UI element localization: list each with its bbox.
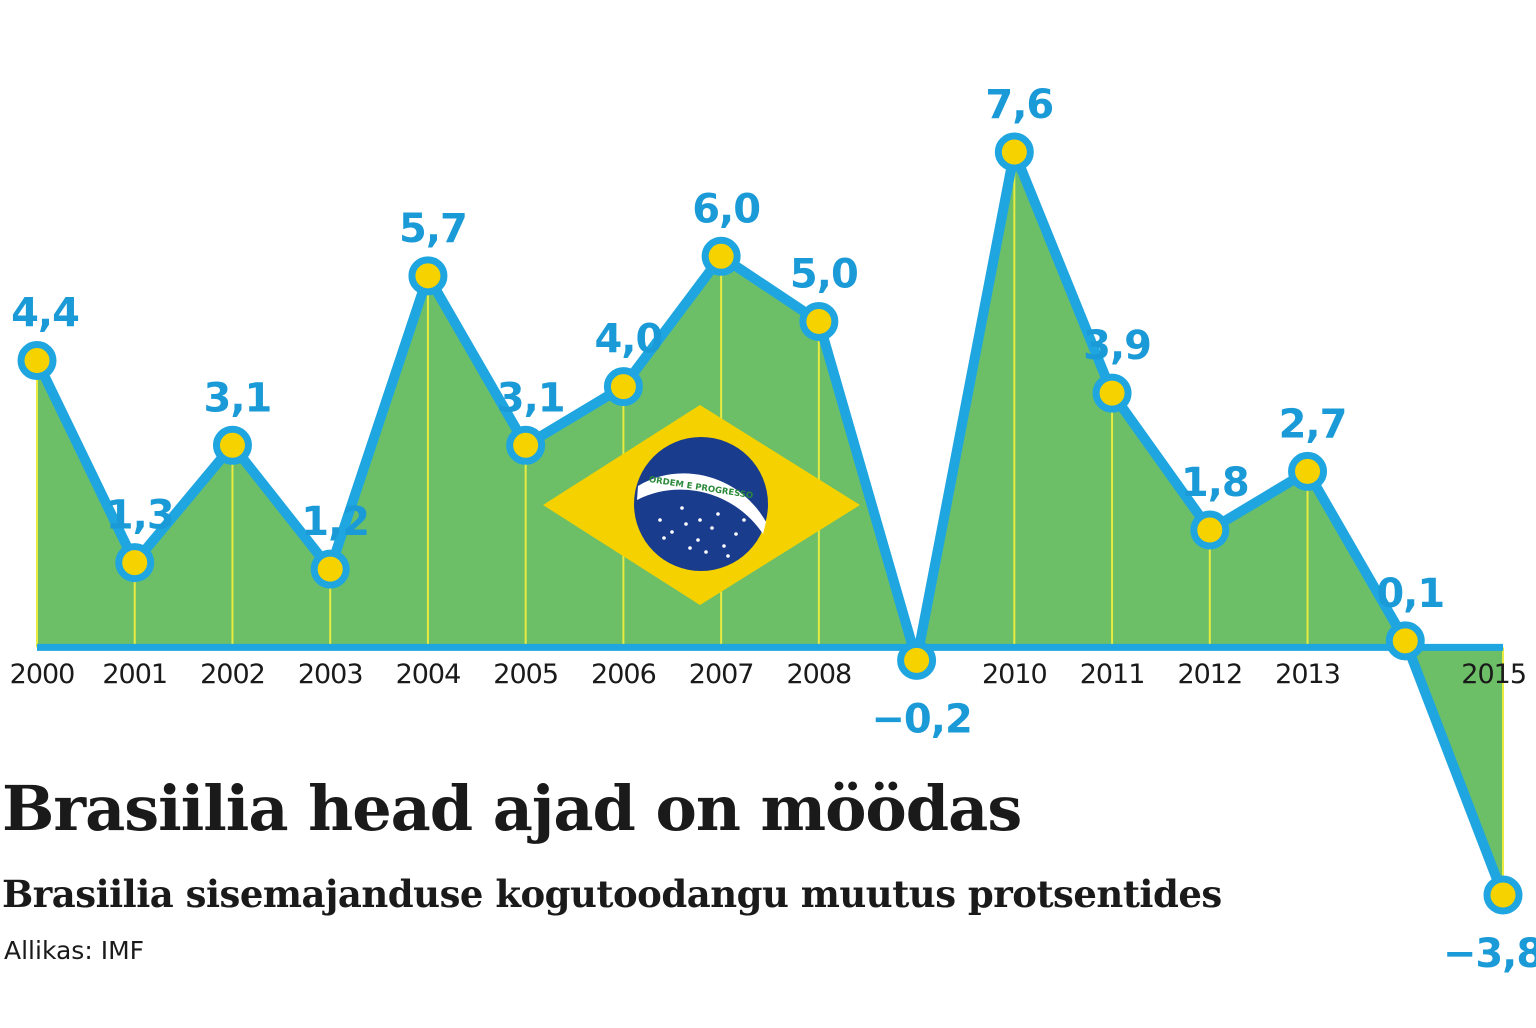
x-tick-label: 2011	[1080, 659, 1145, 690]
data-point	[897, 640, 937, 680]
brazil-flag-icon: ORDEM E PROGRESSO	[543, 405, 860, 605]
data-label: 1,3	[106, 493, 174, 539]
data-label: 7,6	[985, 82, 1053, 128]
x-tick-label: 2013	[1275, 659, 1340, 690]
x-tick-label: 2001	[102, 659, 167, 690]
flag-star	[680, 506, 684, 510]
data-point	[1385, 621, 1425, 661]
flag-star	[688, 546, 692, 550]
data-point	[506, 425, 546, 465]
data-label: 1,8	[1181, 460, 1249, 506]
flag-band	[637, 473, 766, 534]
x-axis-ticks: 2000 2001 2002 2003 2004 2005 2006 2007 2008 2010…	[10, 659, 1527, 690]
data-point	[1288, 451, 1328, 491]
data-label: 2,7	[1279, 401, 1347, 447]
data-label: 3,1	[204, 375, 272, 421]
x-tick-label: 2012	[1177, 659, 1242, 690]
x-tick-label: 2005	[493, 659, 558, 690]
data-label: 4,0	[594, 317, 662, 363]
x-tick-label: 2008	[787, 659, 852, 690]
x-tick-label: 2007	[689, 659, 754, 690]
data-point	[701, 236, 741, 276]
data-point	[115, 543, 155, 583]
marker-layer	[17, 132, 1523, 915]
flag-star	[710, 526, 714, 530]
data-label: 3,1	[497, 375, 565, 421]
flag-star	[698, 518, 702, 522]
data-point	[212, 425, 252, 465]
data-point	[799, 301, 839, 341]
data-label: −0,2	[871, 696, 971, 742]
x-tick-label: 2002	[200, 659, 265, 690]
x-tick-label: 2003	[298, 659, 363, 690]
flag-star	[696, 538, 700, 542]
data-point	[1092, 373, 1132, 413]
data-label: 4,4	[11, 291, 79, 337]
flag-star	[742, 518, 746, 522]
data-point	[603, 367, 643, 407]
label-layer: 4,4 1,3 3,1 1,2 5,7 3,1 4,0 6,0 5,0 −0,2 7,6 3,9 1,8…	[11, 82, 1536, 977]
flag-star	[722, 544, 726, 548]
x-tick-label: 2015	[1461, 659, 1526, 690]
x-tick-label: 2004	[396, 659, 461, 690]
data-label: 3,9	[1083, 323, 1151, 369]
chart-source: Allikas: IMF	[4, 936, 145, 965]
data-label: −3,8	[1443, 931, 1536, 977]
x-tick-label: 2006	[591, 659, 656, 690]
data-point	[408, 256, 448, 296]
x-tick-label: 2010	[982, 659, 1047, 690]
flag-globe	[634, 437, 768, 571]
chart-subtitle: Brasiilia sisemajanduse kogutoodangu muu…	[2, 872, 1222, 916]
flag-stars	[658, 506, 746, 558]
data-point	[994, 132, 1034, 172]
line-layer	[32, 147, 1508, 900]
flag-star	[670, 530, 674, 534]
data-point	[310, 549, 350, 589]
flag-star	[734, 532, 738, 536]
data-label: 5,7	[399, 206, 467, 252]
flag-star	[716, 512, 720, 516]
data-point	[1190, 510, 1230, 550]
flag-star	[684, 522, 688, 526]
flag-star	[726, 554, 730, 558]
flag-star	[662, 536, 666, 540]
data-point	[17, 341, 57, 381]
data-label: 1,2	[301, 499, 369, 545]
chart-title: Brasiilia head ajad on möödas	[2, 772, 1022, 845]
data-point	[1483, 875, 1523, 915]
x-tick-label: 2000	[10, 659, 75, 690]
data-label: 5,0	[790, 251, 858, 297]
series-line	[32, 147, 1508, 900]
data-label: 6,0	[692, 186, 760, 232]
data-label: 0,1	[1376, 571, 1444, 617]
flag-star	[704, 550, 708, 554]
flag-star	[658, 518, 662, 522]
